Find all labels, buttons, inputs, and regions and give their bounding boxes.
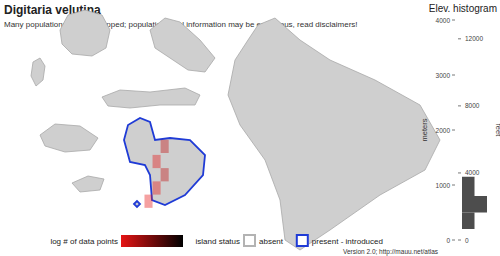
- tick: [452, 75, 455, 76]
- tick: [458, 38, 461, 39]
- tick-label: 0: [446, 237, 450, 244]
- data-cell: [161, 140, 169, 153]
- tick-label: 0: [465, 237, 469, 244]
- island: [102, 88, 200, 108]
- tick: [452, 20, 455, 21]
- bar: [462, 213, 475, 230]
- axis-label: meters: [420, 118, 429, 141]
- tick-label: 4000: [436, 17, 451, 24]
- island: [134, 201, 140, 207]
- island: [60, 10, 110, 56]
- island: [124, 118, 205, 205]
- tick: [452, 185, 455, 186]
- chart-title: Elev. histogram: [429, 3, 497, 14]
- data-cell: [153, 181, 161, 194]
- tick: [452, 240, 455, 241]
- island: [31, 58, 45, 86]
- tick: [458, 172, 461, 173]
- cells: [144, 140, 168, 208]
- axes: 0 1000 2000 3000 4000 0 4000 8000 12000 meters fee…: [420, 17, 500, 244]
- tick: [452, 130, 455, 131]
- legend-label: absent: [259, 237, 284, 246]
- tick-label: 1000: [436, 182, 451, 189]
- footer: Version 2.0; http://mauu.net/atlas: [343, 248, 439, 256]
- legend-label: present - introduced: [312, 237, 383, 246]
- tick-label: 12000: [465, 35, 483, 42]
- legend-title: island status: [196, 237, 240, 246]
- tick-label: 3000: [436, 72, 451, 79]
- legend-swatch: [297, 235, 308, 246]
- legend-swatch: [244, 235, 255, 246]
- island: [228, 18, 440, 250]
- island: [72, 176, 104, 192]
- island: [150, 18, 215, 72]
- legend-title: log # of data points: [50, 237, 118, 246]
- axis-label: feet: [494, 124, 500, 137]
- tick: [458, 240, 461, 241]
- bars: [462, 177, 487, 229]
- color-bar: [121, 235, 183, 247]
- tick-label: 8000: [465, 102, 480, 109]
- tick-label: 4000: [465, 169, 480, 176]
- tick-label: 2000: [436, 127, 451, 134]
- data-cell: [161, 168, 169, 181]
- tick: [458, 105, 461, 106]
- data-cell: [144, 195, 152, 208]
- data-cell: [153, 155, 161, 168]
- bar: [462, 196, 487, 213]
- islands: [31, 10, 440, 250]
- figure: Digitaria velutinaMany populations not y…: [0, 0, 500, 256]
- island: [40, 124, 98, 152]
- bar: [462, 177, 475, 196]
